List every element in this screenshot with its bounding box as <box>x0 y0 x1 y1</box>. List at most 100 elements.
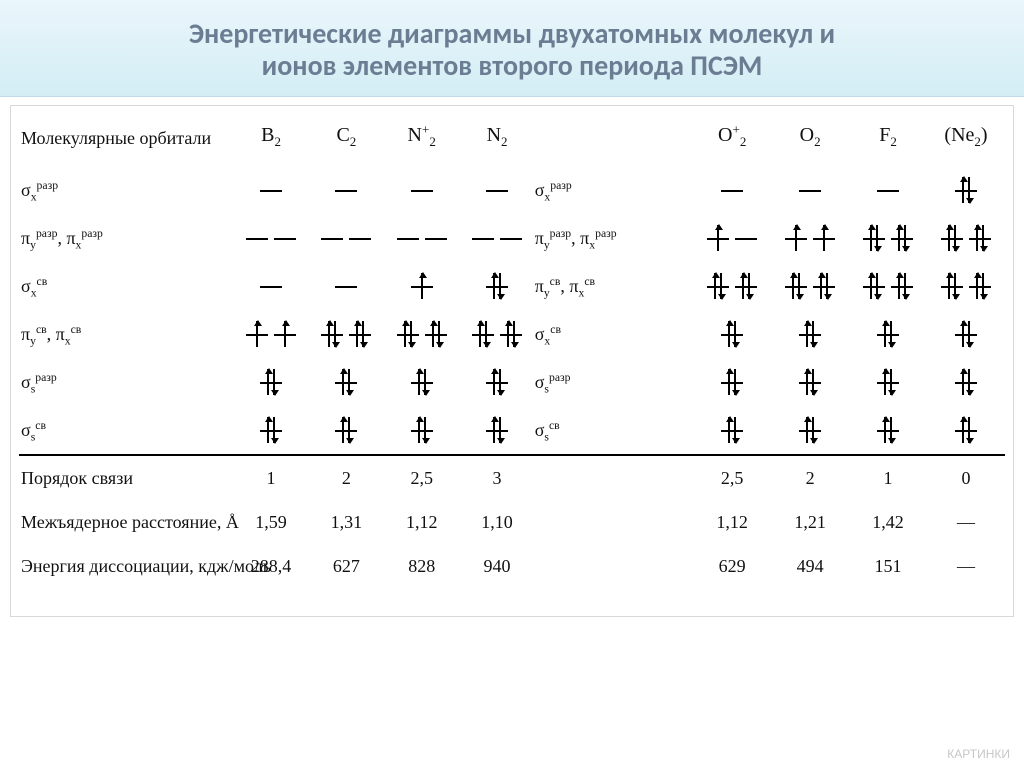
fv-l-1-3: 1,10 <box>459 500 534 544</box>
orb-label-l-3: πyсв, πxсв <box>19 310 233 358</box>
fv-l-2-2: 828 <box>384 544 459 588</box>
orb-label-l-0: σxразр <box>19 166 233 214</box>
orb-l-2-2 <box>384 262 459 310</box>
orb-r-4-2 <box>849 358 927 406</box>
orb-l-3-1 <box>309 310 384 358</box>
fv-r-1-0: 1,12 <box>693 500 771 544</box>
orb-label-l-4: σsразр <box>19 358 233 406</box>
orb-r-4-3 <box>927 358 1005 406</box>
orb-l-5-0 <box>233 406 308 454</box>
orb-l-1-0 <box>233 214 308 262</box>
fv-l-2-1: 627 <box>309 544 384 588</box>
orb-l-3-0 <box>233 310 308 358</box>
orb-row-5: σsсв σsсв <box>19 406 1005 454</box>
orb-r-3-2 <box>849 310 927 358</box>
fv-r-2-0: 629 <box>693 544 771 588</box>
fv-r-0-2: 1 <box>849 456 927 500</box>
fv-r-1-2: 1,42 <box>849 500 927 544</box>
orb-label-m-1: πyразр, πxразр <box>535 228 617 248</box>
orb-l-4-0 <box>233 358 308 406</box>
fv-r-2-2: 151 <box>849 544 927 588</box>
orb-l-5-1 <box>309 406 384 454</box>
orb-row-4: σsразр σsразр <box>19 358 1005 406</box>
orb-r-4-0 <box>693 358 771 406</box>
mol-head-r0: O+2 <box>693 110 771 166</box>
orb-label-m-3: σxсв <box>535 324 561 344</box>
orb-l-4-1 <box>309 358 384 406</box>
orb-r-1-1 <box>771 214 849 262</box>
orb-l-0-1 <box>309 166 384 214</box>
orb-l-2-3 <box>459 262 534 310</box>
mid-spacer <box>535 110 693 166</box>
orb-r-2-1 <box>771 262 849 310</box>
orb-label-m-0: σxразр <box>535 180 572 200</box>
orb-r-3-3 <box>927 310 1005 358</box>
orb-r-0-0 <box>693 166 771 214</box>
orb-l-4-2 <box>384 358 459 406</box>
orb-row-2: σxсв πyсв, πxсв <box>19 262 1005 310</box>
orb-r-2-0 <box>693 262 771 310</box>
orb-r-5-1 <box>771 406 849 454</box>
fv-r-1-3: — <box>927 500 1005 544</box>
orb-r-1-0 <box>693 214 771 262</box>
title-line-1: Энергетические диаграммы двухатомных мол… <box>189 16 835 51</box>
mol-head-l0: B2 <box>233 110 308 166</box>
header-row: Молекулярные орбитали B2 C2 N+2 N2 O+2 O… <box>19 110 1005 166</box>
orb-r-2-2 <box>849 262 927 310</box>
orb-r-3-1 <box>771 310 849 358</box>
mol-head-l2: N+2 <box>384 110 459 166</box>
fv-l-1-1: 1,31 <box>309 500 384 544</box>
orb-l-4-3 <box>459 358 534 406</box>
orb-l-5-3 <box>459 406 534 454</box>
orb-l-2-0 <box>233 262 308 310</box>
title-line-2: ионов элементов второго периода ПСЭМ <box>262 48 763 83</box>
orb-l-3-3 <box>459 310 534 358</box>
orb-r-1-2 <box>849 214 927 262</box>
orb-r-4-1 <box>771 358 849 406</box>
fv-r-0-0: 2,5 <box>693 456 771 500</box>
orb-l-1-3 <box>459 214 534 262</box>
orb-l-5-2 <box>384 406 459 454</box>
orb-label-l-1: πyразр, πxразр <box>19 214 233 262</box>
orb-row-3: πyсв, πxсв σxсв <box>19 310 1005 358</box>
orb-label-l-2: σxсв <box>19 262 233 310</box>
orb-r-5-0 <box>693 406 771 454</box>
orb-r-5-3 <box>927 406 1005 454</box>
orbital-diagram-table: Молекулярные орбитали B2 C2 N+2 N2 O+2 O… <box>19 110 1005 588</box>
orb-l-2-1 <box>309 262 384 310</box>
footer-row-2: Энергия диссоциации, кдж/моль 288,4 627 … <box>19 544 1005 588</box>
orb-r-5-2 <box>849 406 927 454</box>
orb-r-3-0 <box>693 310 771 358</box>
orb-r-2-3 <box>927 262 1005 310</box>
mol-head-r1: O2 <box>771 110 849 166</box>
fv-l-1-0: 1,59 <box>233 500 308 544</box>
fv-l-0-2: 2,5 <box>384 456 459 500</box>
header-left-label: Молекулярные орбитали <box>19 110 233 166</box>
orb-l-0-3 <box>459 166 534 214</box>
footer-label-0: Порядок связи <box>19 456 233 500</box>
orb-row-1: πyразр, πxразр πyразр, πxразр <box>19 214 1005 262</box>
orb-label-m-2: πyсв, πxсв <box>535 276 595 296</box>
fv-l-0-3: 3 <box>459 456 534 500</box>
orb-label-m-4: σsразр <box>535 372 571 392</box>
footer-row-0: Порядок связи 1 2 2,5 3 2,5 2 1 0 <box>19 456 1005 500</box>
orb-r-0-3 <box>927 166 1005 214</box>
footer-label-2: Энергия диссоциации, кдж/моль <box>19 544 233 588</box>
orb-l-0-0 <box>233 166 308 214</box>
mol-head-r3: (Ne2) <box>927 110 1005 166</box>
fv-r-0-1: 2 <box>771 456 849 500</box>
diagram-plate: Молекулярные орбитали B2 C2 N+2 N2 O+2 O… <box>10 105 1014 617</box>
orb-label-m-5: σsсв <box>535 420 560 440</box>
slide-title: Энергетические диаграммы двухатомных мол… <box>0 0 1024 97</box>
orb-row-0: σxразр σxразр <box>19 166 1005 214</box>
orb-l-1-2 <box>384 214 459 262</box>
footer-row-1: Межъядерное расстояние, Å 1,59 1,31 1,12… <box>19 500 1005 544</box>
orb-l-3-2 <box>384 310 459 358</box>
orb-r-0-1 <box>771 166 849 214</box>
fv-r-2-3: — <box>927 544 1005 588</box>
fv-l-1-2: 1,12 <box>384 500 459 544</box>
orb-l-0-2 <box>384 166 459 214</box>
watermark: КАРТИНКИ <box>947 747 1010 761</box>
fv-r-2-1: 494 <box>771 544 849 588</box>
fv-r-0-3: 0 <box>927 456 1005 500</box>
